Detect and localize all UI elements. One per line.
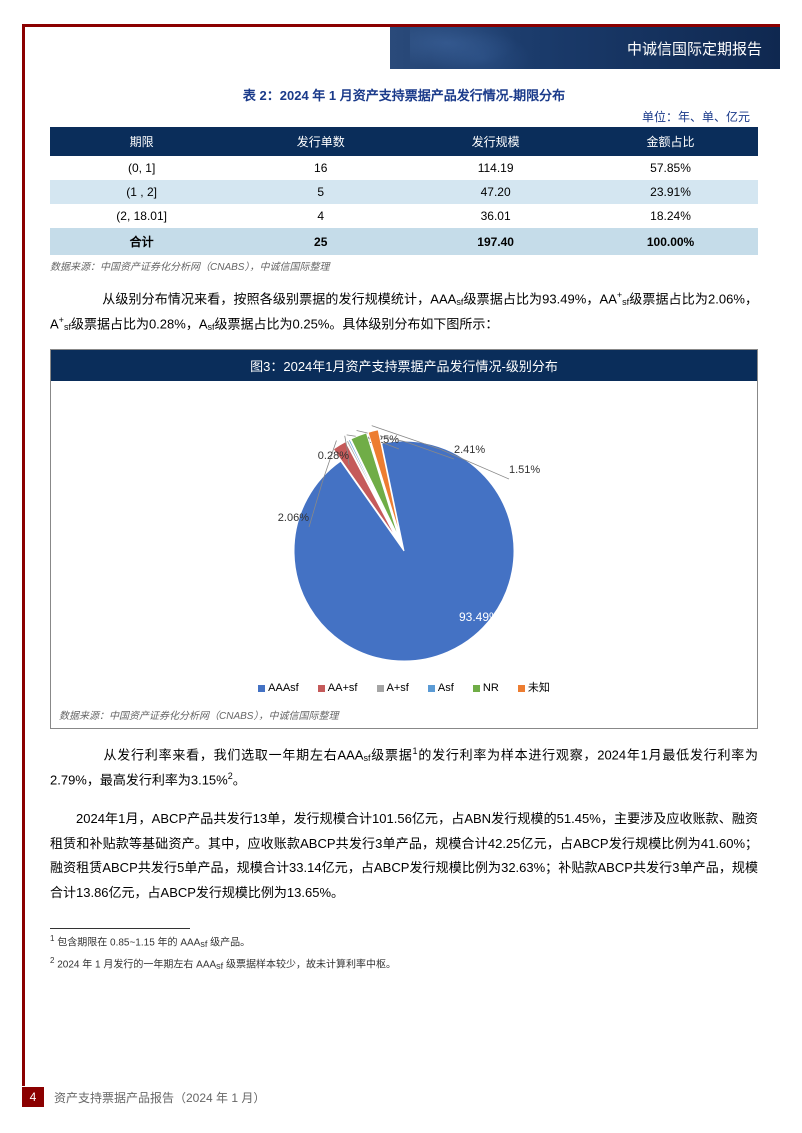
table-cell: 18.24% [583,204,758,228]
legend-item: 未知 [518,679,550,695]
legend-swatch [473,685,480,692]
legend-swatch [377,685,384,692]
legend-swatch [258,685,265,692]
table-cell: 197.40 [408,228,583,255]
legend-item: NR [473,682,499,694]
table-cell: 合计 [50,228,233,255]
table2: 期限发行单数发行规模金额占比 (0, 1]16114.1957.85%(1 , … [50,127,758,255]
table-row: 合计25197.40100.00% [50,228,758,255]
legend-label: AAAsf [268,682,299,694]
legend-item: A+sf [377,682,409,694]
table-cell: 4 [233,204,408,228]
paragraph-1: 从级别分布情况来看，按照各级别票据的发行规模统计，AAAsf级票据占比为93.4… [50,287,758,337]
legend-swatch [318,685,325,692]
table2-title: 表 2：2024 年 1 月资产支持票据产品发行情况-期限分布 [50,85,758,104]
chart3-box: 图3：2024年1月资产支持票据产品发行情况-级别分布 93.49% 2.06% 0… [50,349,758,729]
table-cell: (1 , 2] [50,180,233,204]
legend-label: Asf [438,682,454,694]
legend-label: NR [483,682,499,694]
table-cell: 5 [233,180,408,204]
footnote-1: 1 包含期限在 0.85~1.15 年的 AAAsf 级产品。 [50,933,758,951]
table-header: 发行单数 [233,127,408,156]
table-cell: (2, 18.01] [50,204,233,228]
chart3-source: 数据来源：中国资产证券化分析网（CNABS），中诚信国际整理 [51,703,757,728]
legend-label: AA+sf [328,682,358,694]
table-cell: 114.19 [408,156,583,180]
table-cell: 57.85% [583,156,758,180]
legend-item: AAAsf [258,682,299,694]
pie-chart: 93.49%2.06%0.28%0.25%2.41%1.51% [214,391,594,671]
header-title: 中诚信国际定期报告 [627,38,762,59]
header-banner: 中诚信国际定期报告 [390,27,780,69]
pie-label: 93.49% [459,610,500,624]
pie-label: 0.28% [318,450,349,462]
table-header: 发行规模 [408,127,583,156]
pie-label: 1.51% [509,464,540,476]
paragraph-2: 从发行利率来看，我们选取一年期左右AAAsf级票据1的发行利率为样本进行观察，2… [50,743,758,793]
pie-label: 2.41% [454,444,485,456]
table2-unit: 单位：年、单、亿元 [50,108,758,125]
legend-item: Asf [428,682,454,694]
table-header: 金额占比 [583,127,758,156]
legend-item: AA+sf [318,682,358,694]
chart3-title: 图3：2024年1月资产支持票据产品发行情况-级别分布 [51,350,757,381]
table-cell: 25 [233,228,408,255]
table2-source: 数据来源：中国资产证券化分析网（CNABS），中诚信国际整理 [50,258,758,273]
table-cell: 16 [233,156,408,180]
pie-label: 2.06% [278,512,309,524]
table-cell: 23.91% [583,180,758,204]
table-cell: 100.00% [583,228,758,255]
legend-label: A+sf [387,682,409,694]
table-row: (0, 1]16114.1957.85% [50,156,758,180]
legend-swatch [518,685,525,692]
footnote-2: 2 2024 年 1 月发行的一年期左右 AAAsf 级票据样本较少，故未计算利… [50,955,758,973]
table-row: (2, 18.01]436.0118.24% [50,204,758,228]
page-number: 4 [22,1087,44,1107]
footer: 4 资产支持票据产品报告（2024 年 1 月） [22,1087,782,1107]
table-cell: (0, 1] [50,156,233,180]
table-cell: 47.20 [408,180,583,204]
pie-slice [294,441,514,661]
table-header: 期限 [50,127,233,156]
table-cell: 36.01 [408,204,583,228]
legend-swatch [428,685,435,692]
footer-text: 资产支持票据产品报告（2024 年 1 月） [54,1089,265,1106]
legend-label: 未知 [528,682,550,694]
table-row: (1 , 2]547.2023.91% [50,180,758,204]
paragraph-3: 2024年1月，ABCP产品共发行13单，发行规模合计101.56亿元，占ABN… [50,807,758,906]
chart3-legend: AAAsf AA+sf A+sf Asf NR 未知 [51,679,757,695]
